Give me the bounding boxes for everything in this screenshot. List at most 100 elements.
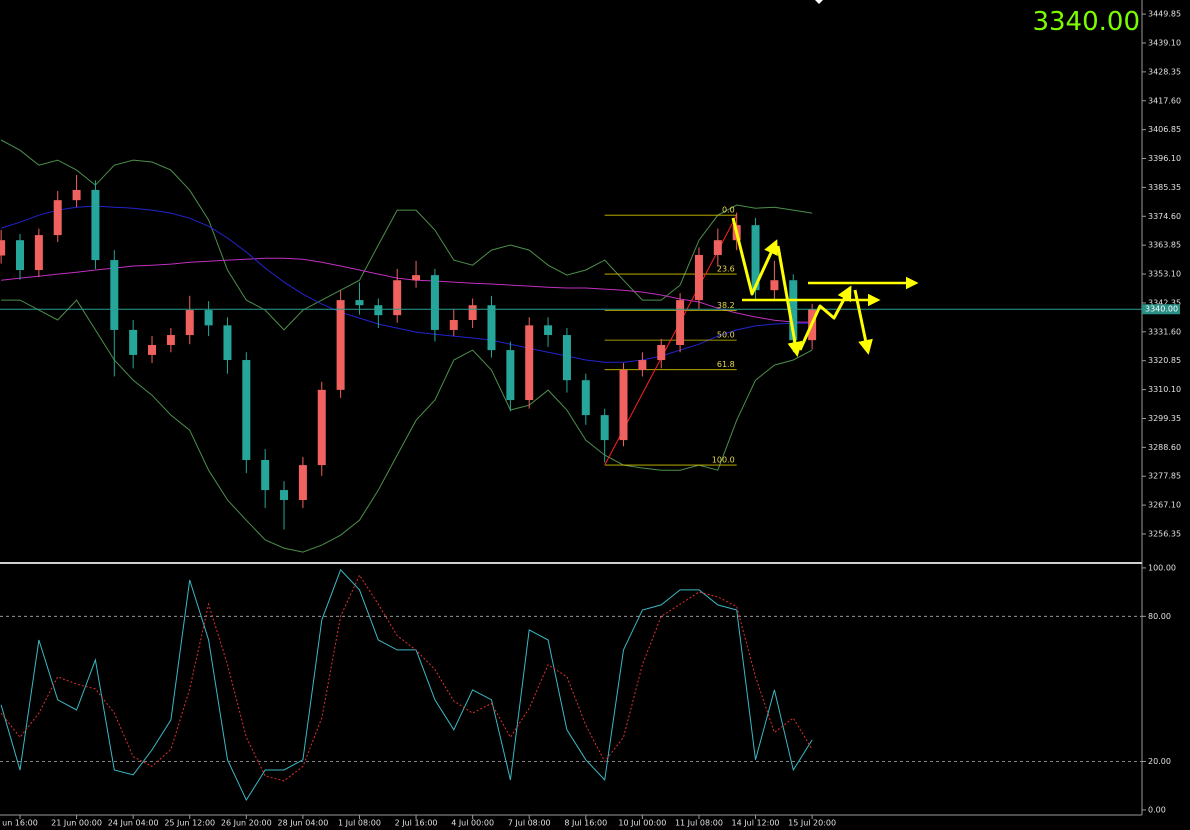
y-tick-label: 3385.35 (1148, 183, 1181, 192)
shift-marker (815, 0, 823, 4)
current-price-display: 3340.00 (1032, 7, 1140, 37)
y-tick-label: 3417.60 (1148, 96, 1181, 105)
candle-body (91, 189, 100, 261)
candle-body (751, 225, 760, 291)
candle-body (242, 360, 251, 460)
candle-body (72, 189, 81, 201)
candle-body (223, 325, 232, 361)
y-tick-label: 3439.10 (1148, 38, 1181, 47)
indicator-line (0, 205, 813, 363)
candle-body (449, 319, 458, 330)
y-tick-label: 100.00 (1148, 563, 1176, 572)
indicator-line (1, 257, 813, 323)
x-tick-label: 4 Jul 00:00 (451, 819, 494, 828)
y-tick-label: 3428.35 (1148, 67, 1181, 76)
candle-body (430, 275, 439, 330)
candle-body (544, 325, 553, 336)
indicator-line (1, 299, 813, 553)
y-tick-label: 3320.85 (1148, 356, 1181, 365)
x-tick-label: 10 Jul 00:00 (618, 819, 666, 828)
oscillator-line (0, 574, 813, 782)
x-tick-label: 25 Jun 12:00 (164, 819, 215, 828)
candle-body (129, 329, 138, 355)
indicator-line (0, 139, 813, 331)
candle-body (280, 490, 289, 501)
candle-body (600, 415, 609, 441)
candle-body (110, 260, 119, 330)
y-tick-label: 3288.60 (1148, 443, 1181, 452)
y-tick-label: 3342.35 (1148, 298, 1181, 307)
y-tick-label: 3396.10 (1148, 154, 1181, 163)
candle-body (393, 280, 402, 316)
y-tick-label: 80.00 (1148, 612, 1171, 621)
fib-label: 61.8 (717, 360, 735, 369)
candle-body (355, 300, 364, 306)
candle-body (789, 280, 798, 341)
x-tick-label: 11 Jul 08:00 (675, 819, 723, 828)
x-tick-label: 21 Jun 00:00 (51, 819, 102, 828)
candle-body (0, 240, 6, 256)
candle-body (638, 360, 647, 370)
candle-body (412, 275, 421, 281)
arrow (731, 217, 778, 296)
candle-body (525, 325, 534, 401)
candle-body (676, 300, 685, 345)
y-tick-label: 3299.35 (1148, 414, 1181, 423)
x-tick-label: 14 Jul 12:00 (732, 819, 780, 828)
y-tick-label: 3374.60 (1148, 212, 1181, 221)
candle-body (298, 465, 307, 501)
candle-body (770, 280, 779, 291)
x-tick-label: 1 Jul 08:00 (338, 819, 381, 828)
candle-body (53, 200, 62, 236)
x-tick-label: 15 Jul 20:00 (788, 819, 836, 828)
current-price-tag (1142, 304, 1180, 315)
x-tick-label: 2 Jul 16:00 (395, 819, 438, 828)
y-tick-label: 3310.10 (1148, 385, 1181, 394)
candle-body (34, 235, 43, 271)
x-tick-label: un 16:00 (2, 819, 38, 828)
y-tick-label: 3353.10 (1148, 270, 1181, 279)
x-tick-label: 8 Jul 16:00 (564, 819, 607, 828)
y-tick-label: 20.00 (1148, 757, 1171, 766)
oscillator-line (0, 568, 813, 802)
y-tick-label: 3331.60 (1148, 327, 1181, 336)
annotation-arrows (731, 217, 919, 357)
y-tick-label: 3449.85 (1148, 10, 1181, 19)
candle-body (657, 344, 666, 361)
x-tick-label: 7 Jul 08:00 (508, 819, 551, 828)
candle-body (713, 240, 722, 255)
candle-body (562, 335, 571, 381)
arrow (798, 285, 852, 351)
y-tick-label: 3363.85 (1148, 241, 1181, 250)
candle-body (581, 380, 590, 416)
candle-body (261, 459, 270, 491)
candle-body (185, 310, 194, 336)
candle-body (148, 344, 157, 355)
candle-body (336, 300, 345, 390)
candle-body (694, 254, 703, 301)
current-price-label: 3340.00 (1145, 305, 1178, 314)
candle-body (619, 369, 628, 441)
candle-body (468, 305, 477, 320)
candle-body (487, 305, 496, 351)
fib-label: 100.0 (712, 456, 735, 465)
candle-body (317, 389, 326, 466)
y-tick-label: 3277.85 (1148, 472, 1181, 481)
y-tick-label: 0.00 (1148, 805, 1166, 814)
fib-label: 23.6 (717, 265, 735, 274)
y-tick-label: 3406.85 (1148, 125, 1181, 134)
candle-body (506, 350, 515, 401)
plot: 3449.85 3439.10 3428.35 3417.60 3406.85 3396.… (0, 10, 1181, 828)
candle-body (374, 305, 383, 316)
fib-label: 38.2 (717, 301, 735, 310)
candle-body (204, 310, 213, 326)
x-tick-label: 24 Jun 04:00 (108, 819, 159, 828)
candle-body (16, 240, 24, 271)
y-tick-label: 3267.10 (1148, 501, 1181, 510)
x-tick-label: 26 Jun 20:00 (221, 819, 272, 828)
fib-label: 50.0 (717, 331, 735, 340)
fib-label: 0.0 (722, 206, 735, 215)
